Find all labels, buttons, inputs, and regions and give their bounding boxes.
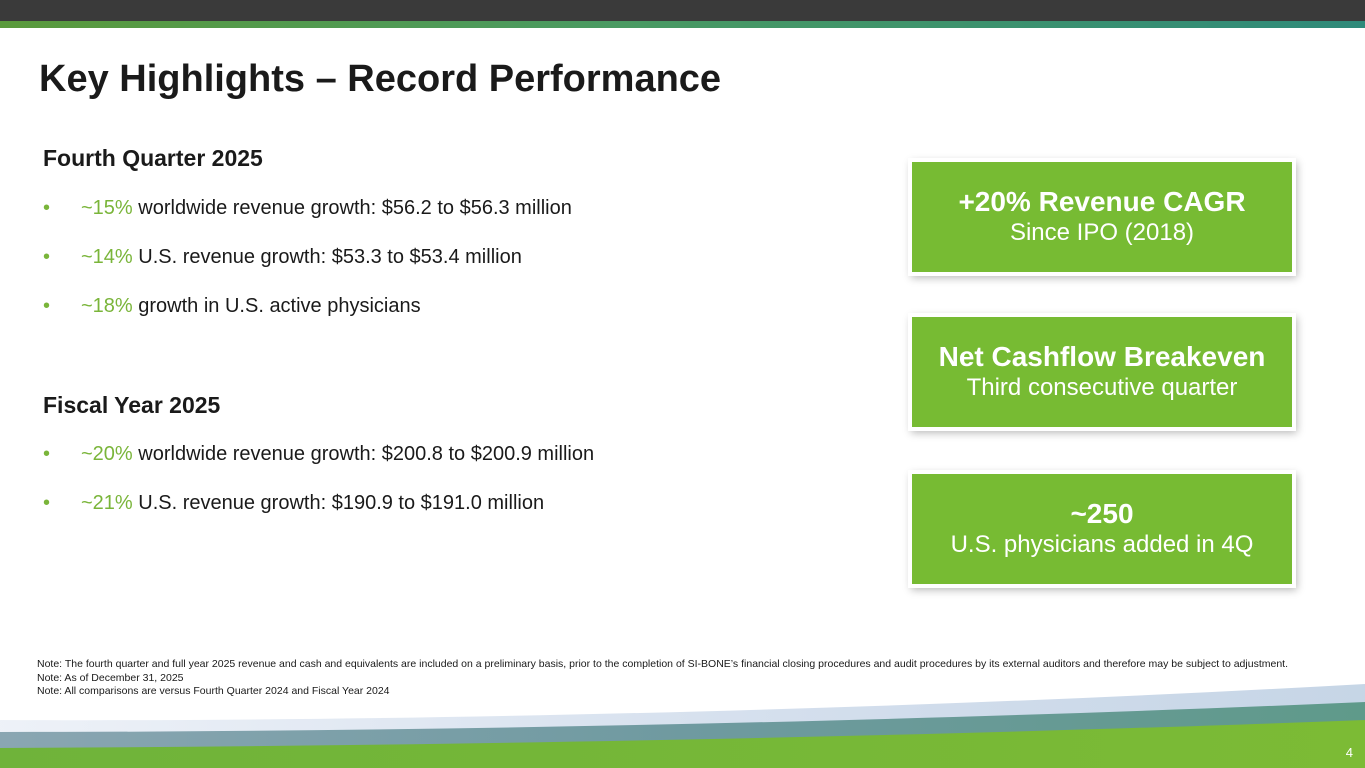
q4-bullet-2-pct: ~14% [81,246,133,268]
q4-bullet-2-text: U.S. revenue growth: $53.3 to $53.4 mill… [132,246,522,268]
fy-heading: Fiscal Year 2025 [43,392,221,418]
fy-bullet-2-text: U.S. revenue growth: $190.9 to $191.0 mi… [132,492,545,514]
card-cashflow-breakeven-sub: Third consecutive quarter [966,374,1238,401]
footnote-2: Note: As of December 31, 2025 [37,671,184,684]
top-dark-bar [0,0,1365,21]
fy-bullet-1-text: worldwide revenue growth: $200.8 to $200… [132,443,595,465]
q4-bullet-3-pct: ~18% [81,295,133,317]
top-green-stripe [0,21,1365,28]
card-physicians-added-headline: ~250 [1070,498,1134,529]
footnote-3: Note: All comparisons are versus Fourth … [37,685,390,697]
page-number: 4 [1345,745,1353,760]
bullet-dot: • [43,443,51,465]
bullet-dot: • [43,246,51,268]
card-physicians-added: ~250 U.S. physicians added in 4Q [912,474,1292,584]
fy-bullet-1-pct: ~20% [81,443,133,465]
card-revenue-cagr-sub: Since IPO (2018) [1009,219,1195,246]
bottom-swoosh-graphic [0,684,1365,768]
footnotes: Note: The fourth quarter and full year 2… [37,658,1337,699]
footnote-1: Note: The fourth quarter and full year 2… [37,658,1288,670]
fy-bullet-2-pct: ~21% [81,492,133,514]
card-revenue-cagr: +20% Revenue CAGR Since IPO (2018) [912,162,1292,272]
q4-bullet-1-pct: ~15% [81,197,133,219]
card-cashflow-breakeven-headline: Net Cashflow Breakeven [938,341,1266,372]
bullet-dot: • [43,197,51,219]
card-cashflow-breakeven: Net Cashflow Breakeven Third consecutive… [912,317,1292,427]
q4-bullet-3-text: growth in U.S. active physicians [132,295,421,317]
card-physicians-added-sub: U.S. physicians added in 4Q [950,531,1254,558]
card-revenue-cagr-headline: +20% Revenue CAGR [958,186,1246,217]
q4-bullet-1-text: worldwide revenue growth: $56.2 to $56.3… [132,197,572,219]
slide-title: Key Highlights – Record Performance [39,58,722,100]
q4-heading: Fourth Quarter 2025 [43,145,263,171]
bullet-dot: • [43,295,51,317]
bullet-dot: • [43,492,51,514]
